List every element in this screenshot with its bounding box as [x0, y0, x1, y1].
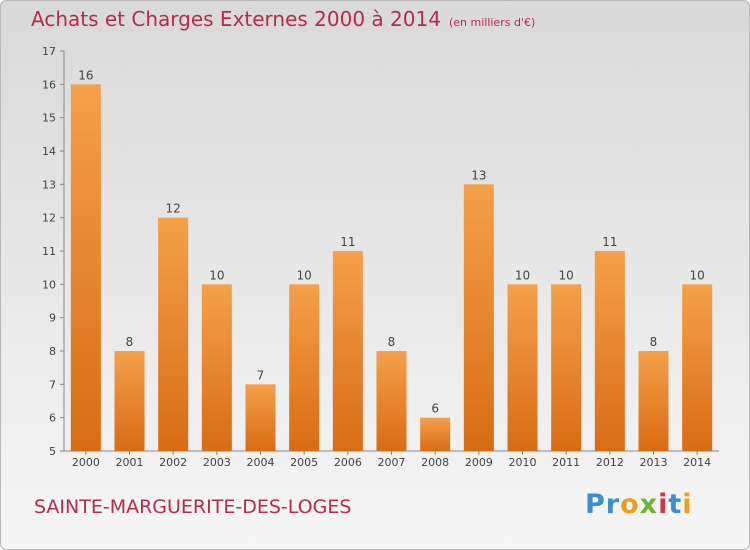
proxiti-logo: Proxiti	[585, 489, 693, 520]
y-tick-label: 7	[49, 378, 56, 391]
data-label-2004: 7	[257, 368, 265, 382]
bar-2008	[420, 417, 451, 451]
x-tick-label-2014: 2014	[683, 456, 711, 469]
x-tick-label-2004: 2004	[247, 456, 275, 469]
bar-2002	[158, 217, 189, 451]
bar-2012	[594, 251, 625, 451]
data-label-2003: 10	[209, 268, 224, 282]
data-label-2012: 11	[602, 235, 617, 249]
x-tick-label-2003: 2003	[203, 456, 231, 469]
bar-2010	[507, 284, 538, 451]
data-label-2008: 6	[431, 402, 439, 416]
y-tick-label: 5	[49, 445, 56, 458]
y-tick-label: 16	[42, 78, 56, 91]
y-tick-label: 8	[49, 345, 56, 358]
y-tick-label: 10	[42, 278, 56, 291]
data-label-2009: 13	[471, 168, 486, 182]
labels-group: 2000 16 2001 8 2002 12 2003 10 2004 7 2005 10 2006 11…	[72, 68, 711, 469]
bar-2014	[682, 284, 713, 451]
y-tick-label: 14	[42, 145, 56, 158]
x-tick-label-2008: 2008	[421, 456, 449, 469]
bar-2004	[245, 384, 276, 451]
data-label-2006: 11	[340, 235, 355, 249]
bar-2001	[114, 351, 145, 451]
y-tick-label: 6	[49, 412, 56, 425]
x-tick-label-2007: 2007	[378, 456, 406, 469]
x-tick-label-2011: 2011	[552, 456, 580, 469]
y-tick-label: 15	[42, 112, 56, 125]
data-label-2007: 8	[388, 335, 396, 349]
bar-2005	[289, 284, 320, 451]
data-label-2011: 10	[559, 268, 574, 282]
bar-2000	[70, 84, 101, 451]
x-tick-label-2002: 2002	[159, 456, 187, 469]
bar-2011	[551, 284, 582, 451]
y-tick-label: 17	[42, 45, 56, 58]
data-label-2000: 16	[78, 68, 93, 82]
bar-2013	[638, 351, 669, 451]
bar-2009	[463, 184, 494, 452]
data-label-2001: 8	[126, 335, 134, 349]
data-label-2002: 12	[166, 202, 181, 216]
y-tick-label: 9	[49, 312, 56, 325]
chart-title: Achats et Charges Externes 2000 à 2014	[31, 7, 441, 31]
x-tick-label-2010: 2010	[509, 456, 537, 469]
y-tick-label: 12	[42, 212, 56, 225]
x-tick-label-2006: 2006	[334, 456, 362, 469]
x-tick-label-2005: 2005	[290, 456, 318, 469]
city-name: SAINTE-MARGUERITE-DES-LOGES	[34, 496, 352, 518]
x-tick-label-2000: 2000	[72, 456, 100, 469]
bar-2003	[201, 284, 232, 451]
x-tick-label-2013: 2013	[640, 456, 668, 469]
data-label-2013: 8	[650, 335, 658, 349]
x-tick-label-2001: 2001	[116, 456, 144, 469]
x-tick-label-2012: 2012	[596, 456, 624, 469]
y-tick-label: 13	[42, 178, 56, 191]
chart-title-block: Achats et Charges Externes 2000 à 2014 (e…	[31, 7, 535, 31]
bars-group	[70, 84, 713, 452]
bar-2006	[332, 251, 363, 451]
data-label-2014: 10	[690, 268, 705, 282]
bar-2007	[376, 351, 407, 451]
data-label-2005: 10	[297, 268, 312, 282]
x-tick-label-2009: 2009	[465, 456, 493, 469]
chart-subtitle: (en milliers d'€)	[448, 16, 536, 29]
y-tick-label: 11	[42, 245, 56, 258]
data-label-2010: 10	[515, 268, 530, 282]
